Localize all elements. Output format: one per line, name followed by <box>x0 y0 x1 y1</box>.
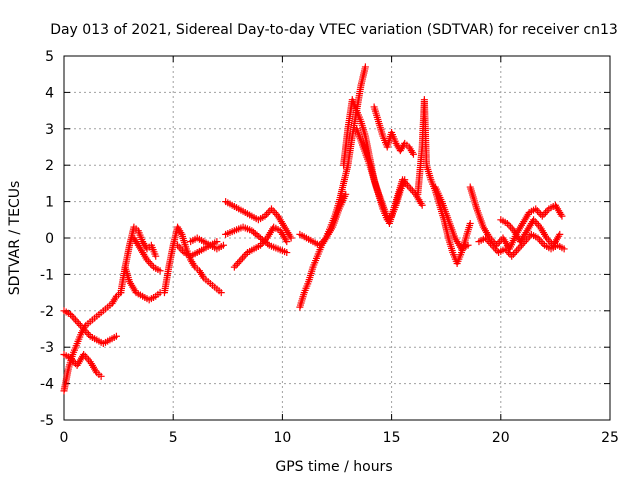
y-axis-label: SDTVAR / TECUs <box>7 181 23 296</box>
data-point <box>73 318 81 326</box>
data-point <box>219 241 227 249</box>
data-point <box>156 267 164 275</box>
data-point <box>83 354 91 362</box>
x-tick-label: 0 <box>60 430 69 446</box>
data-point <box>540 210 548 218</box>
data-point <box>466 219 474 227</box>
data-point <box>213 238 221 246</box>
data-point <box>511 249 519 257</box>
data-point <box>240 252 248 260</box>
data-point <box>271 209 279 217</box>
y-tick-label: -5 <box>40 413 54 429</box>
y-tick-label: -4 <box>40 377 54 393</box>
data-point <box>217 289 225 297</box>
x-tick-label: 25 <box>601 430 619 446</box>
data-point <box>418 201 426 209</box>
data-point <box>507 223 515 231</box>
y-tick-label: 3 <box>45 122 54 138</box>
data-point <box>235 258 243 266</box>
data-point <box>509 250 517 258</box>
data-point <box>533 219 541 227</box>
data-point <box>283 238 291 246</box>
data-point <box>112 332 120 340</box>
x-tick-label: 10 <box>273 430 291 446</box>
data-point <box>464 241 472 249</box>
data-point <box>230 263 238 271</box>
x-axis-label: GPS time / hours <box>275 459 392 475</box>
data-point <box>267 205 275 213</box>
data-point <box>542 209 550 217</box>
data-point <box>493 247 501 255</box>
y-tick-label: 5 <box>45 49 54 65</box>
data-point <box>70 314 78 322</box>
data-point <box>556 230 564 238</box>
data-point <box>287 234 295 242</box>
chart-title: Day 013 of 2021, Sidereal Day-to-day VTE… <box>50 22 618 38</box>
data-point <box>75 320 83 328</box>
data-point <box>508 252 516 260</box>
data-point <box>342 190 350 198</box>
data-point <box>537 238 545 246</box>
data-point <box>405 183 413 191</box>
data-point <box>97 372 105 380</box>
y-tick-label: 4 <box>45 85 54 101</box>
data-point <box>234 259 242 267</box>
x-tick-label: 5 <box>169 430 178 446</box>
data-point <box>237 256 245 264</box>
data-point <box>361 63 369 71</box>
data-point <box>264 209 272 217</box>
x-axis: 0 5 10 15 20 25 <box>60 56 619 446</box>
data-point <box>513 247 521 255</box>
data-point <box>283 249 291 257</box>
data-point <box>152 252 160 260</box>
data-point <box>269 207 277 215</box>
x-tick-label: 15 <box>383 430 401 446</box>
y-tick-label: -1 <box>40 267 54 283</box>
data-points <box>60 63 568 395</box>
data-point <box>409 150 417 158</box>
y-tick-label: 2 <box>45 158 54 174</box>
data-point <box>558 212 566 220</box>
y-tick-label: -3 <box>40 340 54 356</box>
y-tick-label: 1 <box>45 195 54 211</box>
y-tick-label: 0 <box>45 231 54 247</box>
data-point <box>538 212 546 220</box>
data-point <box>239 254 247 262</box>
data-point <box>146 259 154 267</box>
data-point <box>514 245 522 253</box>
y-axis: -5 -4 -3 -2 -1 0 1 2 3 4 5 <box>40 49 610 429</box>
data-point <box>560 245 568 253</box>
data-point <box>533 207 541 215</box>
data-point <box>407 185 415 193</box>
data-point <box>232 261 240 269</box>
x-tick-label: 20 <box>492 430 510 446</box>
data-point <box>71 316 79 324</box>
y-tick-label: -2 <box>40 304 54 320</box>
